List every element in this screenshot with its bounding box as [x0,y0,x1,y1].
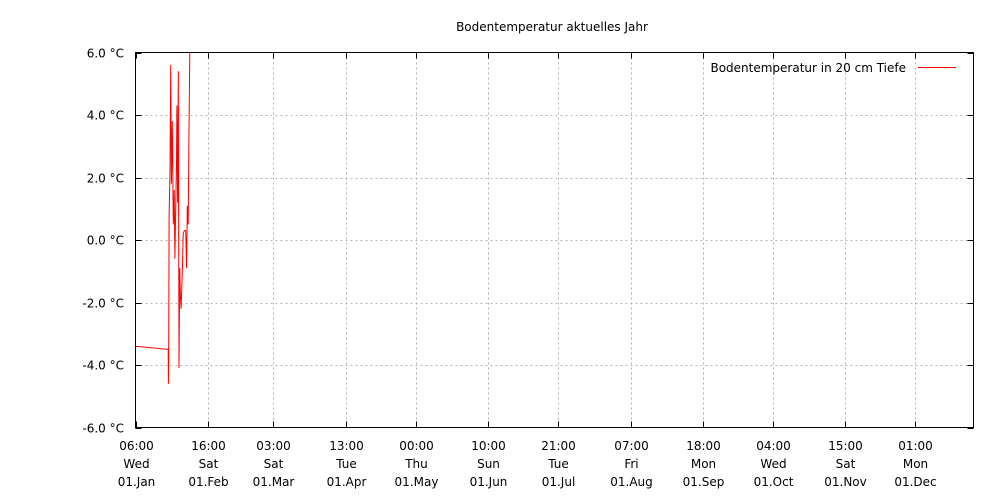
x-tick-label: 06:00 [119,439,154,453]
x-tick-label: 01.Mar [253,475,295,489]
x-tick-label: 01.Apr [327,475,367,489]
x-tick-label: 07:00 [614,439,649,453]
chart-title: Bodentemperatur aktuelles Jahr [456,20,648,34]
y-axis: -6.0 °C -4.0 °C -2.0 °C 0.0 °C 2.0 °C 4.0 °C 6… [82,47,974,436]
y-tick-label: 4.0 °C [87,109,124,123]
x-tick-label: 01.Jun [470,475,508,489]
x-tick-label: 13:00 [329,439,364,453]
x-tick-label: 01.Jul [542,475,576,489]
x-tick-label: 01:00 [898,439,933,453]
x-tick-label: Fri [624,457,638,471]
x-tick-label: Sat [264,457,284,471]
y-tick-label: 0.0 °C [87,234,124,248]
x-tick-label: Wed [760,457,786,471]
series-line [135,52,191,384]
x-tick-label: 03:00 [256,439,291,453]
x-tick-label: 01.Feb [188,475,228,489]
grid [135,52,974,428]
x-tick-label: 01.Oct [754,475,794,489]
x-tick-label: Mon [903,457,928,471]
y-tick-label: -4.0 °C [82,359,124,373]
x-tick-label: 16:00 [191,439,226,453]
x-tick-label: 04:00 [756,439,791,453]
legend: Bodentemperatur in 20 cm Tiefe [710,61,956,75]
series-layer [135,52,191,384]
x-tick-label: 18:00 [686,439,721,453]
x-tick-label: 21:00 [541,439,576,453]
x-tick-label: 01.Jan [118,475,156,489]
x-tick-label: Thu [404,457,428,471]
y-tick-label: 6.0 °C [87,47,124,61]
x-tick-label: 00:00 [399,439,434,453]
y-tick-label: 2.0 °C [87,172,124,186]
plot-frame [135,52,974,428]
x-axis: 06:00 Wed 01.Jan 16:00 Sat 01.Feb 03:00 Sat 01.M… [118,52,937,489]
x-tick-label: Wed [123,457,149,471]
x-tick-label: 01.Dec [894,475,936,489]
x-tick-label: Sun [477,457,500,471]
x-tick-label: 01.May [395,475,439,489]
x-tick-label: 01.Nov [824,475,867,489]
y-tick-label: -6.0 °C [82,422,124,436]
y-tick-label: -2.0 °C [82,297,124,311]
x-tick-label: 15:00 [828,439,863,453]
legend-label: Bodentemperatur in 20 cm Tiefe [710,61,906,75]
x-tick-label: Sat [836,457,856,471]
x-tick-label: 01.Sep [683,475,725,489]
x-tick-label: Sat [199,457,219,471]
x-tick-label: 01.Aug [610,475,653,489]
x-tick-label: Mon [691,457,716,471]
x-tick-label: 10:00 [471,439,506,453]
x-tick-label: Tue [547,457,569,471]
x-tick-label: Tue [335,457,357,471]
